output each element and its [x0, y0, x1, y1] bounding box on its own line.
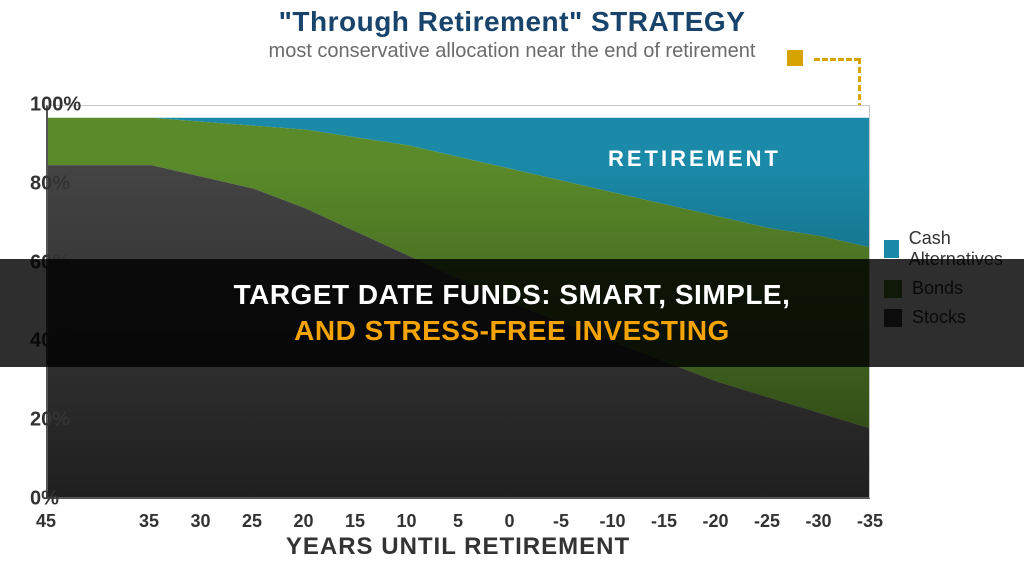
legend-swatch [884, 240, 899, 258]
figure-canvas: "Through Retirement" STRATEGY most conse… [0, 0, 1024, 584]
x-tick: -30 [805, 505, 831, 532]
x-tick: -15 [651, 505, 677, 532]
y-tick: 20% [30, 409, 38, 432]
x-tick: -35 [857, 505, 883, 532]
overlay-line-1: TARGET DATE FUNDS: SMART, SIMPLE, [0, 279, 1024, 311]
x-tick: -10 [599, 505, 625, 532]
x-tick: -20 [702, 505, 728, 532]
chart-title: "Through Retirement" STRATEGY [0, 6, 1024, 38]
x-tick: -25 [754, 505, 780, 532]
x-tick: 35 [139, 505, 159, 532]
x-tick: -5 [553, 505, 569, 532]
marker-top-dash [814, 58, 860, 61]
y-tick: 80% [30, 172, 38, 195]
x-axis-label: YEARS UNTIL RETIREMENT [46, 533, 870, 561]
x-tick: 15 [345, 505, 365, 532]
x-tick: 45 [36, 505, 56, 532]
x-tick: 0 [504, 505, 514, 532]
overlay-banner: TARGET DATE FUNDS: SMART, SIMPLE, AND ST… [0, 259, 1024, 367]
x-tick: 25 [242, 505, 262, 532]
retirement-phase-label: RETIREMENT [608, 146, 781, 172]
chart-subtitle: most conservative allocation near the en… [0, 40, 1024, 63]
x-tick: 10 [396, 505, 416, 532]
marker-box [787, 50, 803, 66]
header: "Through Retirement" STRATEGY most conse… [0, 6, 1024, 63]
x-tick: 20 [293, 505, 313, 532]
x-tick: 30 [190, 505, 210, 532]
y-tick: 100% [30, 94, 38, 117]
x-tick: 5 [453, 505, 463, 532]
overlay-line-2: AND STRESS-FREE INVESTING [0, 315, 1024, 347]
